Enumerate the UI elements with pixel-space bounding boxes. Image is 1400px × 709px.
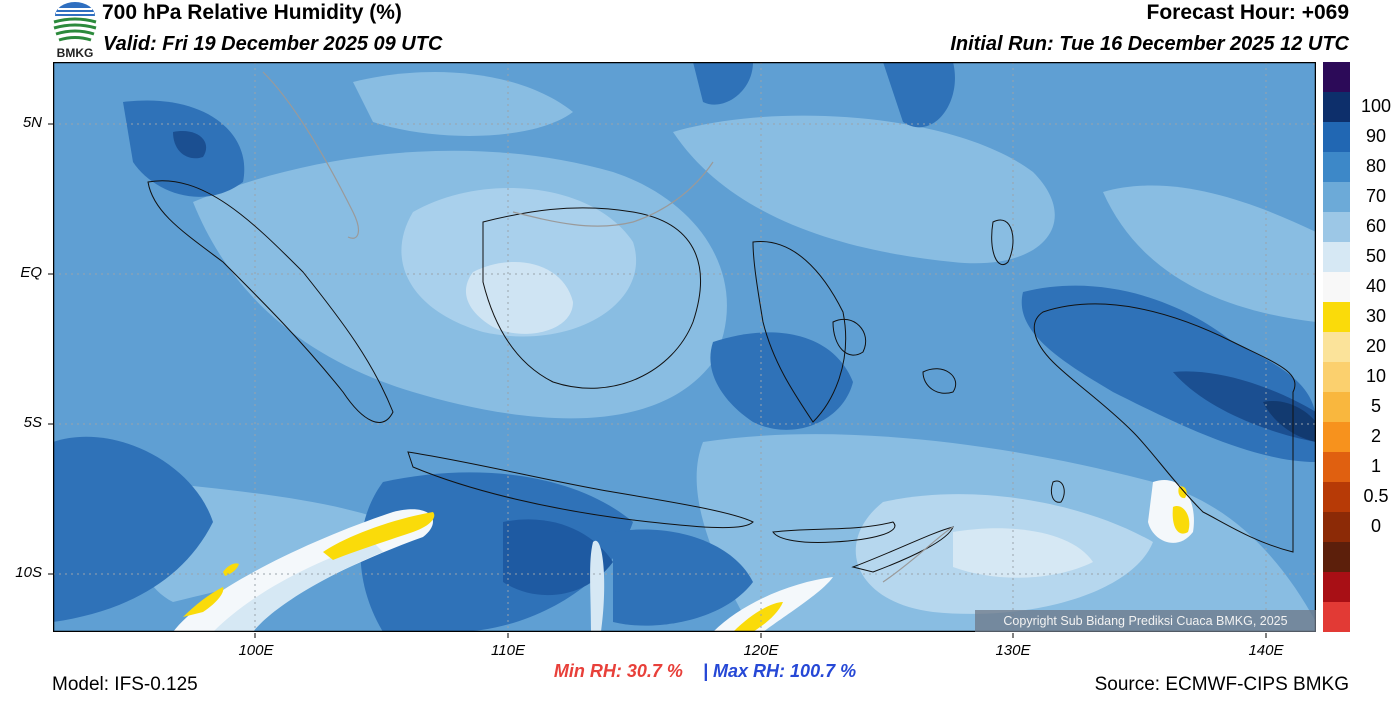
bmkg-logo: BMKG bbox=[53, 2, 97, 60]
colorbar-swatch bbox=[1323, 152, 1350, 183]
colorbar-swatch bbox=[1323, 482, 1350, 513]
colorbar-swatch bbox=[1323, 602, 1350, 632]
forecast-hour: Forecast Hour: +069 bbox=[1146, 1, 1350, 24]
colorbar-swatch bbox=[1323, 212, 1350, 243]
chart-title: 700 hPa Relative Humidity (%) bbox=[102, 1, 402, 24]
country-borders bbox=[262, 71, 954, 583]
colorbar-swatch bbox=[1323, 122, 1350, 153]
lat-label-5s: 5S bbox=[23, 414, 42, 431]
lon-label-120e: 120E bbox=[743, 642, 779, 659]
colorbar-label: 80 bbox=[1365, 156, 1387, 176]
colorbar-label: 50 bbox=[1365, 246, 1387, 266]
colorbar-label: 70 bbox=[1365, 186, 1387, 206]
axis-ticks bbox=[48, 123, 1267, 638]
colorbar-label: 40 bbox=[1365, 276, 1387, 296]
rh-stats: Min RH: 30.7 % | Max RH: 100.7 % bbox=[0, 661, 1400, 682]
initial-run: Initial Run: Tue 16 December 2025 12 UTC bbox=[950, 33, 1349, 55]
lon-label-110e: 110E bbox=[491, 642, 525, 659]
colorbar-swatch bbox=[1323, 512, 1350, 543]
min-rh: Min RH: 30.7 % bbox=[553, 661, 683, 681]
colorbar-swatch bbox=[1323, 242, 1350, 273]
colorbar-label: 1 bbox=[1370, 456, 1381, 476]
copyright-notice: Copyright Sub Bidang Prediksi Cuaca BMKG… bbox=[975, 610, 1316, 632]
lat-label-5n: 5N bbox=[22, 114, 42, 131]
colorbar-label: 90 bbox=[1365, 126, 1387, 146]
colorbar-label: 20 bbox=[1365, 336, 1387, 356]
colorbar bbox=[1323, 62, 1350, 632]
svg-text:BMKG: BMKG bbox=[57, 46, 94, 60]
colorbar-swatch bbox=[1323, 332, 1350, 363]
colorbar-label: 2 bbox=[1370, 426, 1381, 446]
humidity-map bbox=[53, 62, 1316, 632]
colorbar-label: 10 bbox=[1365, 366, 1387, 386]
valid-time: Valid: Fri 19 December 2025 09 UTC bbox=[103, 33, 443, 55]
map-gridlines bbox=[53, 62, 1316, 632]
colorbar-label: 60 bbox=[1365, 216, 1387, 236]
colorbar-label: 100 bbox=[1360, 96, 1392, 116]
stats-separator: | bbox=[702, 661, 709, 681]
colorbar-swatch bbox=[1323, 452, 1350, 483]
max-rh: Max RH: 100.7 % bbox=[713, 661, 857, 681]
colorbar-swatch bbox=[1323, 392, 1350, 423]
coastlines bbox=[147, 180, 1296, 573]
colorbar-label: 5 bbox=[1370, 396, 1381, 416]
colorbar-swatch bbox=[1323, 62, 1350, 93]
colorbar-swatch bbox=[1323, 362, 1350, 393]
colorbar-swatch bbox=[1323, 422, 1350, 453]
colorbar-swatch bbox=[1323, 182, 1350, 213]
colorbar-swatch bbox=[1323, 272, 1350, 303]
source-label: Source: ECMWF-CIPS BMKG bbox=[1094, 674, 1349, 695]
lon-label-140e: 140E bbox=[1248, 642, 1284, 659]
lon-label-130e: 130E bbox=[995, 642, 1031, 659]
colorbar-swatch bbox=[1323, 302, 1350, 333]
colorbar-label: 0.5 bbox=[1363, 486, 1389, 506]
colorbar-label: 0 bbox=[1370, 516, 1381, 536]
lat-label-10s: 10S bbox=[15, 564, 42, 581]
colorbar-swatch bbox=[1323, 542, 1350, 573]
colorbar-label: 30 bbox=[1365, 306, 1387, 326]
lon-label-100e: 100E bbox=[238, 642, 274, 659]
model-label: Model: IFS-0.125 bbox=[52, 674, 198, 695]
colorbar-swatch bbox=[1323, 92, 1350, 123]
lat-label-eq: EQ bbox=[20, 264, 42, 281]
colorbar-swatch bbox=[1323, 572, 1350, 603]
